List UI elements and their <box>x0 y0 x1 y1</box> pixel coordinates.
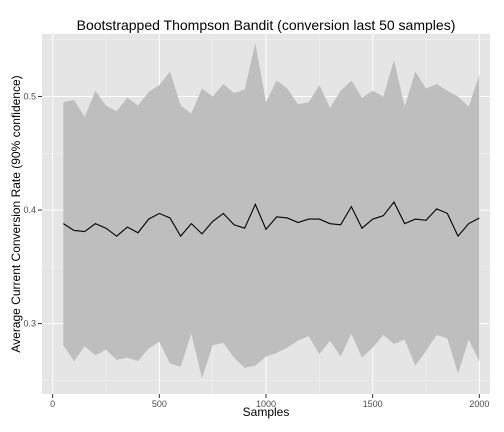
y-axis: 0.3 0.4 0.5 <box>23 91 42 328</box>
x-tick-label: 1500 <box>363 399 383 409</box>
x-tick-label: 500 <box>152 399 167 409</box>
chart-title: Bootstrapped Thompson Bandit (conversion… <box>77 17 456 33</box>
y-tick-label: 0.4 <box>23 205 36 215</box>
x-axis-label: Samples <box>243 405 290 419</box>
y-tick-label: 0.5 <box>23 91 36 101</box>
y-tick-label: 0.3 <box>23 319 36 329</box>
x-tick-label: 0 <box>50 399 55 409</box>
y-axis-label: Average Current Conversion Rate (90% con… <box>9 75 23 352</box>
x-tick-label: 2000 <box>469 399 489 409</box>
